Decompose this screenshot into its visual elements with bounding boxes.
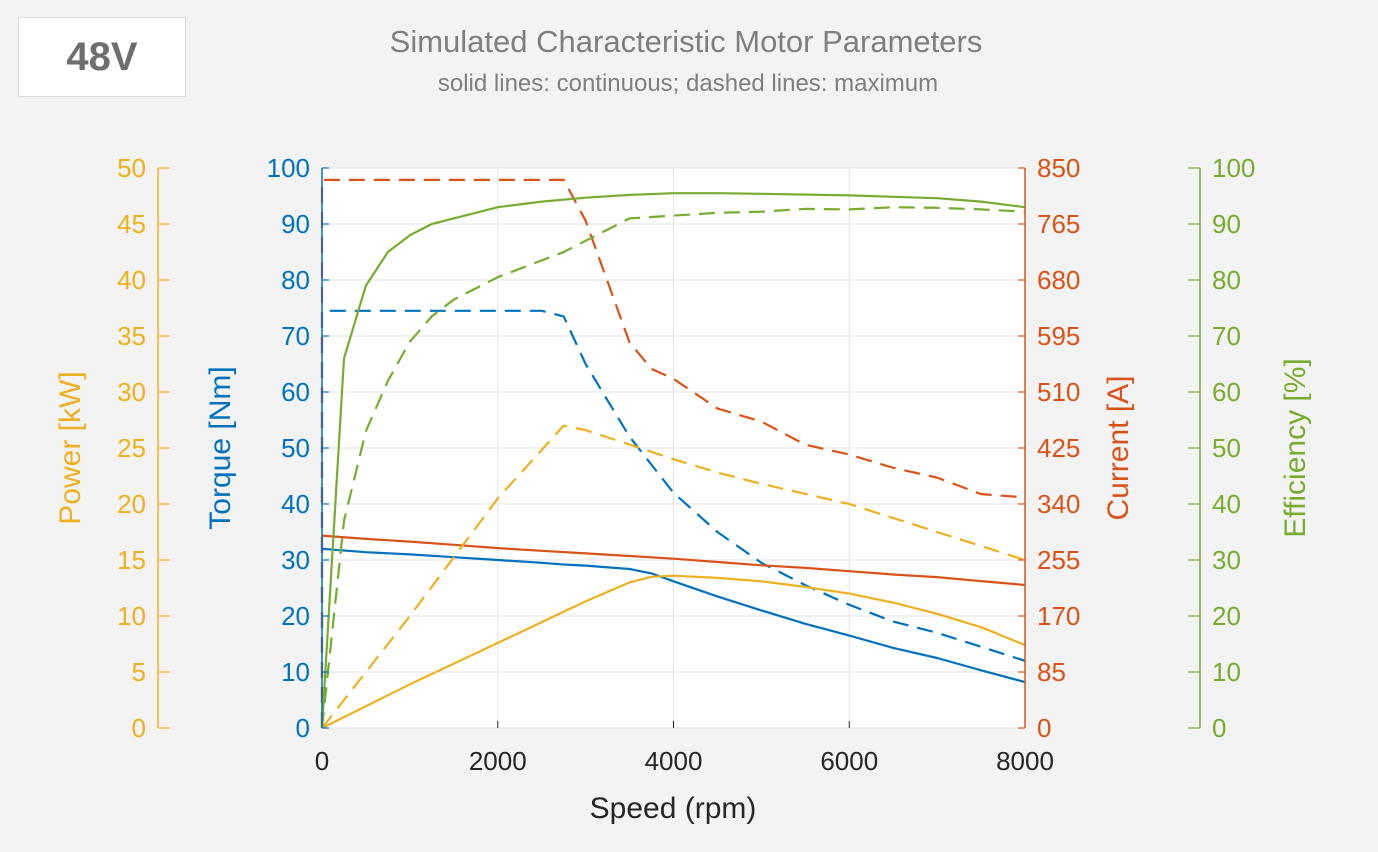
power-tick-label: 40 <box>117 265 146 295</box>
efficiency-axis-label: Efficiency [%] <box>1279 358 1312 538</box>
efficiency-tick-label: 60 <box>1212 377 1241 407</box>
power-tick-label: 15 <box>117 545 146 575</box>
power-tick-label: 0 <box>132 713 146 743</box>
voltage-badge: 48V <box>18 17 186 97</box>
current-tick-label: 0 <box>1037 713 1051 743</box>
current-tick-label: 170 <box>1037 601 1080 631</box>
current-tick-label: 595 <box>1037 321 1080 351</box>
efficiency-tick-label: 10 <box>1212 657 1241 687</box>
torque-tick-label: 100 <box>267 153 310 183</box>
current-tick-label: 340 <box>1037 489 1080 519</box>
efficiency-tick-label: 30 <box>1212 545 1241 575</box>
x-tick-label: 2000 <box>469 746 527 776</box>
efficiency-tick-label: 70 <box>1212 321 1241 351</box>
efficiency-tick-label: 20 <box>1212 601 1241 631</box>
x-tick-label: 0 <box>315 746 329 776</box>
power-axis-label: Power [kW] <box>54 371 87 524</box>
x-tick-label: 8000 <box>996 746 1054 776</box>
efficiency-tick-label: 90 <box>1212 209 1241 239</box>
axes-layer: 0 2000 4000 6000 800005101520253035404550Pow… <box>54 153 1312 776</box>
power-tick-label: 10 <box>117 601 146 631</box>
power-tick-label: 50 <box>117 153 146 183</box>
efficiency-maximum-line <box>320 206 1026 729</box>
current-tick-label: 765 <box>1037 209 1080 239</box>
x-tick-label: 6000 <box>820 746 878 776</box>
efficiency-tick-label: 0 <box>1212 713 1226 743</box>
torque-axis-label: Torque [Nm] <box>204 366 237 529</box>
power-tick-label: 25 <box>117 433 146 463</box>
x-tick-label: 4000 <box>645 746 703 776</box>
efficiency-tick-label: 100 <box>1212 153 1255 183</box>
efficiency-continuous-line <box>320 192 1026 729</box>
torque-tick-label: 10 <box>281 657 310 687</box>
power-tick-label: 30 <box>117 377 146 407</box>
current-tick-label: 425 <box>1037 433 1080 463</box>
current-tick-label: 255 <box>1037 545 1080 575</box>
power-continuous-line <box>321 574 1026 729</box>
power-tick-label: 20 <box>117 489 146 519</box>
torque-maximum-line <box>320 309 1026 728</box>
current-tick-label: 85 <box>1037 657 1066 687</box>
chart-title: Simulated Characteristic Motor Parameter… <box>390 24 983 59</box>
power-tick-label: 35 <box>117 321 146 351</box>
efficiency-tick-label: 40 <box>1212 489 1241 519</box>
current-maximum-line <box>320 178 1026 728</box>
torque-tick-label: 90 <box>281 209 310 239</box>
power-tick-label: 45 <box>117 209 146 239</box>
series-layer <box>320 178 1026 729</box>
torque-tick-label: 70 <box>281 321 310 351</box>
torque-tick-label: 50 <box>281 433 310 463</box>
torque-tick-label: 30 <box>281 545 310 575</box>
current-continuous-line <box>321 534 1026 587</box>
power-maximum-line <box>321 424 1026 729</box>
efficiency-tick-label: 80 <box>1212 265 1241 295</box>
power-tick-label: 5 <box>132 657 146 687</box>
current-axis-label: Current [A] <box>1102 375 1135 520</box>
x-axis-label: Speed (rpm) <box>590 792 757 825</box>
torque-tick-label: 40 <box>281 489 310 519</box>
torque-tick-label: 60 <box>281 377 310 407</box>
current-tick-label: 510 <box>1037 377 1080 407</box>
efficiency-tick-label: 50 <box>1212 433 1241 463</box>
current-tick-label: 850 <box>1037 153 1080 183</box>
chart-subtitle: solid lines: continuous; dashed lines: m… <box>438 70 938 97</box>
torque-tick-label: 0 <box>296 713 310 743</box>
torque-tick-label: 20 <box>281 601 310 631</box>
current-tick-label: 680 <box>1037 265 1080 295</box>
torque-tick-label: 80 <box>281 265 310 295</box>
